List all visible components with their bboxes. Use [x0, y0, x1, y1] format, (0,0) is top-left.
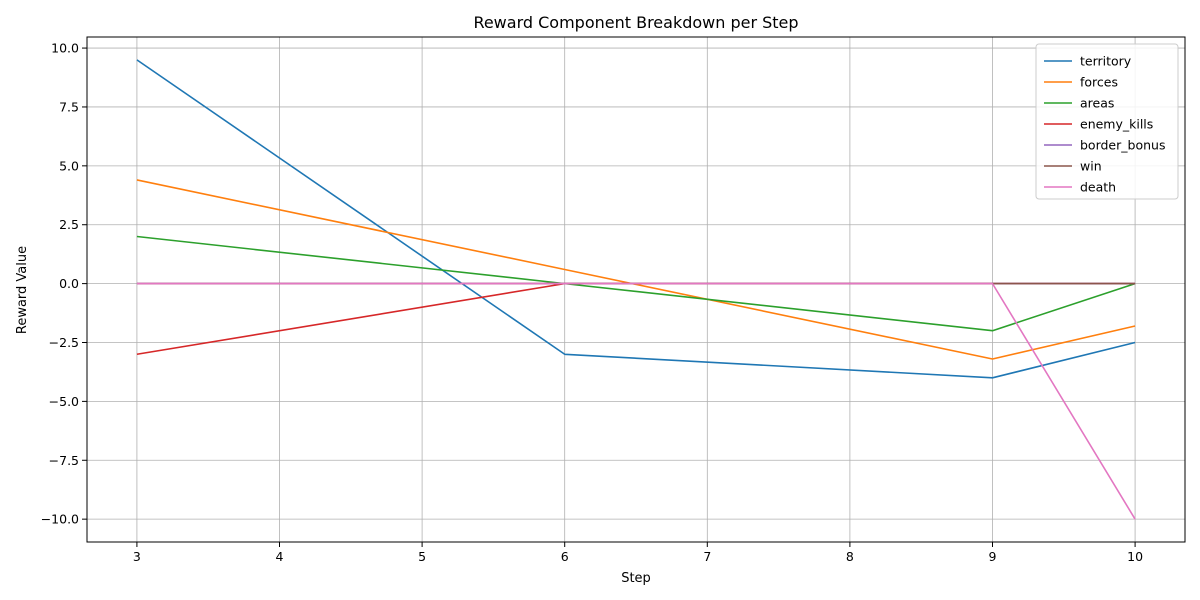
legend: territory forces areas enemy_kills border_bo… [1035, 43, 1179, 200]
legend-label: death [1080, 180, 1116, 195]
series-line-enemy-kills [136, 282, 1136, 356]
series-line-death [136, 282, 1136, 520]
legend-label: areas [1080, 96, 1114, 111]
x-tick-label: 3 [133, 549, 141, 564]
x-tick-label: 4 [276, 549, 284, 564]
grid [87, 37, 1185, 542]
x-tick-label: 5 [418, 549, 426, 564]
y-tick-label: 2.5 [59, 217, 79, 232]
x-tick-label: 6 [561, 549, 569, 564]
series-line-areas [136, 235, 1136, 332]
y-tick-label: −10.0 [41, 512, 79, 527]
series-line-territory [136, 59, 1136, 379]
y-tick-label: 0.0 [59, 276, 79, 291]
y-axis-label: Reward Value [15, 246, 30, 334]
legend-label: win [1080, 159, 1102, 174]
x-tick-label: 8 [846, 549, 854, 564]
chart-title: Reward Component Breakdown per Step [473, 13, 798, 32]
legend-label: forces [1080, 75, 1118, 90]
x-tick-label: 7 [703, 549, 711, 564]
x-tick-label: 9 [989, 549, 997, 564]
series-lines [136, 59, 1136, 520]
x-tick-label: 10 [1127, 549, 1143, 564]
x-axis-label: Step [621, 571, 651, 586]
plot-area-frame [86, 36, 1186, 543]
legend-label: enemy_kills [1080, 117, 1153, 132]
legend-label: border_bonus [1080, 138, 1165, 153]
y-tick-label: 7.5 [59, 99, 79, 114]
y-axis-ticks: 10.0 7.5 5.0 2.5 0.0 −2.5 −5.0 −7.5 −10.0 [41, 41, 87, 527]
y-tick-label: 10.0 [51, 41, 79, 56]
legend-label: territory [1080, 54, 1132, 69]
y-tick-label: −7.5 [49, 453, 79, 468]
y-tick-label: 5.0 [59, 158, 79, 173]
series-line-forces [136, 179, 1136, 360]
y-tick-label: −2.5 [49, 335, 79, 350]
y-tick-label: −5.0 [49, 394, 79, 409]
x-axis-ticks: 3 4 5 6 7 8 9 10 [133, 542, 1143, 564]
